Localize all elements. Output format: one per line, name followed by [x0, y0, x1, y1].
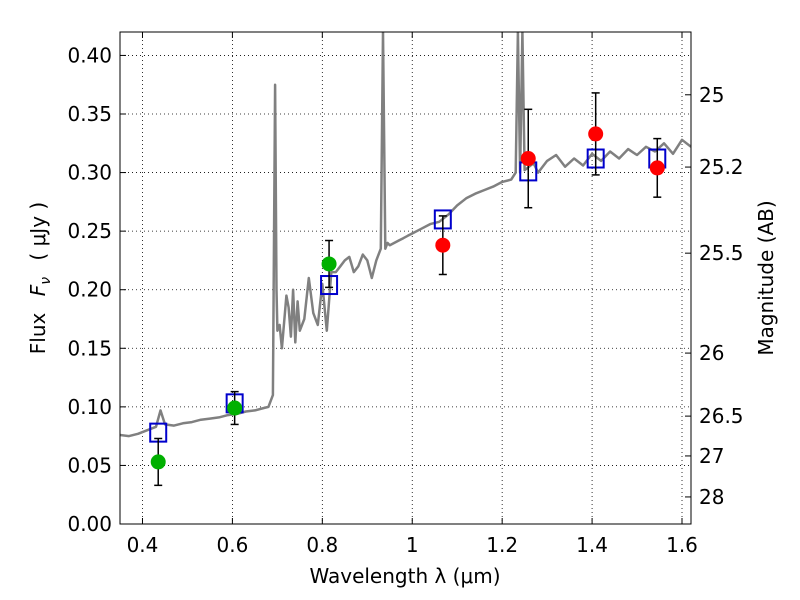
mag-tick-label: 25.2 — [699, 155, 744, 179]
mag-tick-label: 26 — [699, 341, 724, 365]
x-tick-label: 1.4 — [576, 533, 608, 557]
y-tick-label: 0.30 — [67, 161, 112, 185]
mag-tick-label: 26.5 — [699, 404, 744, 428]
x-tick-label: 1 — [406, 533, 419, 557]
observed-point — [150, 454, 166, 470]
plot-area-background — [120, 32, 691, 524]
y-tick-label: 0.20 — [67, 278, 112, 302]
svg-text:Flux Fν ( μJy ): Flux Fν ( μJy ) — [26, 202, 55, 354]
mag-tick-label: 27 — [699, 444, 724, 468]
x-axis-label: Wavelength λ (μm) — [309, 564, 500, 588]
mag-tick-label: 25.5 — [699, 241, 744, 265]
axis-ticks — [120, 32, 691, 525]
observed-point — [588, 126, 604, 142]
tick-labels: 0.4 0.6 0.8 1 1.2 1.4 1.6 0.00 0.05 0.10 0.15 0.20 0… — [67, 43, 743, 557]
y-label-flux: Flux — [26, 312, 50, 354]
spectrum-line — [120, 32, 691, 438]
y-tick-label: 0.00 — [67, 512, 112, 536]
y-tick-label: 0.15 — [67, 336, 112, 360]
y-label-subscript: ν — [38, 277, 54, 285]
y-label-unit: ( μJy ) — [26, 202, 50, 261]
mag-tick-label: 25 — [699, 83, 724, 107]
y-tick-label: 0.40 — [67, 43, 112, 67]
observed-point — [520, 151, 536, 167]
y-tick-label: 0.35 — [67, 102, 112, 126]
x-tick-label: 0.6 — [216, 533, 248, 557]
y-tick-label: 0.25 — [67, 219, 112, 243]
y-tick-label: 0.10 — [67, 395, 112, 419]
y-axis-label: Flux Fν ( μJy ) — [26, 202, 55, 354]
x-tick-label: 0.8 — [306, 533, 338, 557]
observed-point — [649, 160, 665, 176]
observed-point — [435, 237, 451, 253]
mag-tick-label: 28 — [699, 485, 724, 509]
x-tick-label: 0.4 — [127, 533, 159, 557]
observed-points — [150, 126, 665, 470]
y2-axis-label: Magnitude (AB) — [754, 200, 778, 355]
observed-point — [321, 256, 337, 272]
x-tick-label: 1.6 — [666, 533, 698, 557]
y-label-symbol: F — [26, 284, 50, 296]
plot-frame — [119, 31, 692, 525]
observed-point — [227, 400, 243, 416]
x-tick-label: 1.2 — [486, 533, 518, 557]
y-tick-label: 0.05 — [67, 453, 112, 477]
